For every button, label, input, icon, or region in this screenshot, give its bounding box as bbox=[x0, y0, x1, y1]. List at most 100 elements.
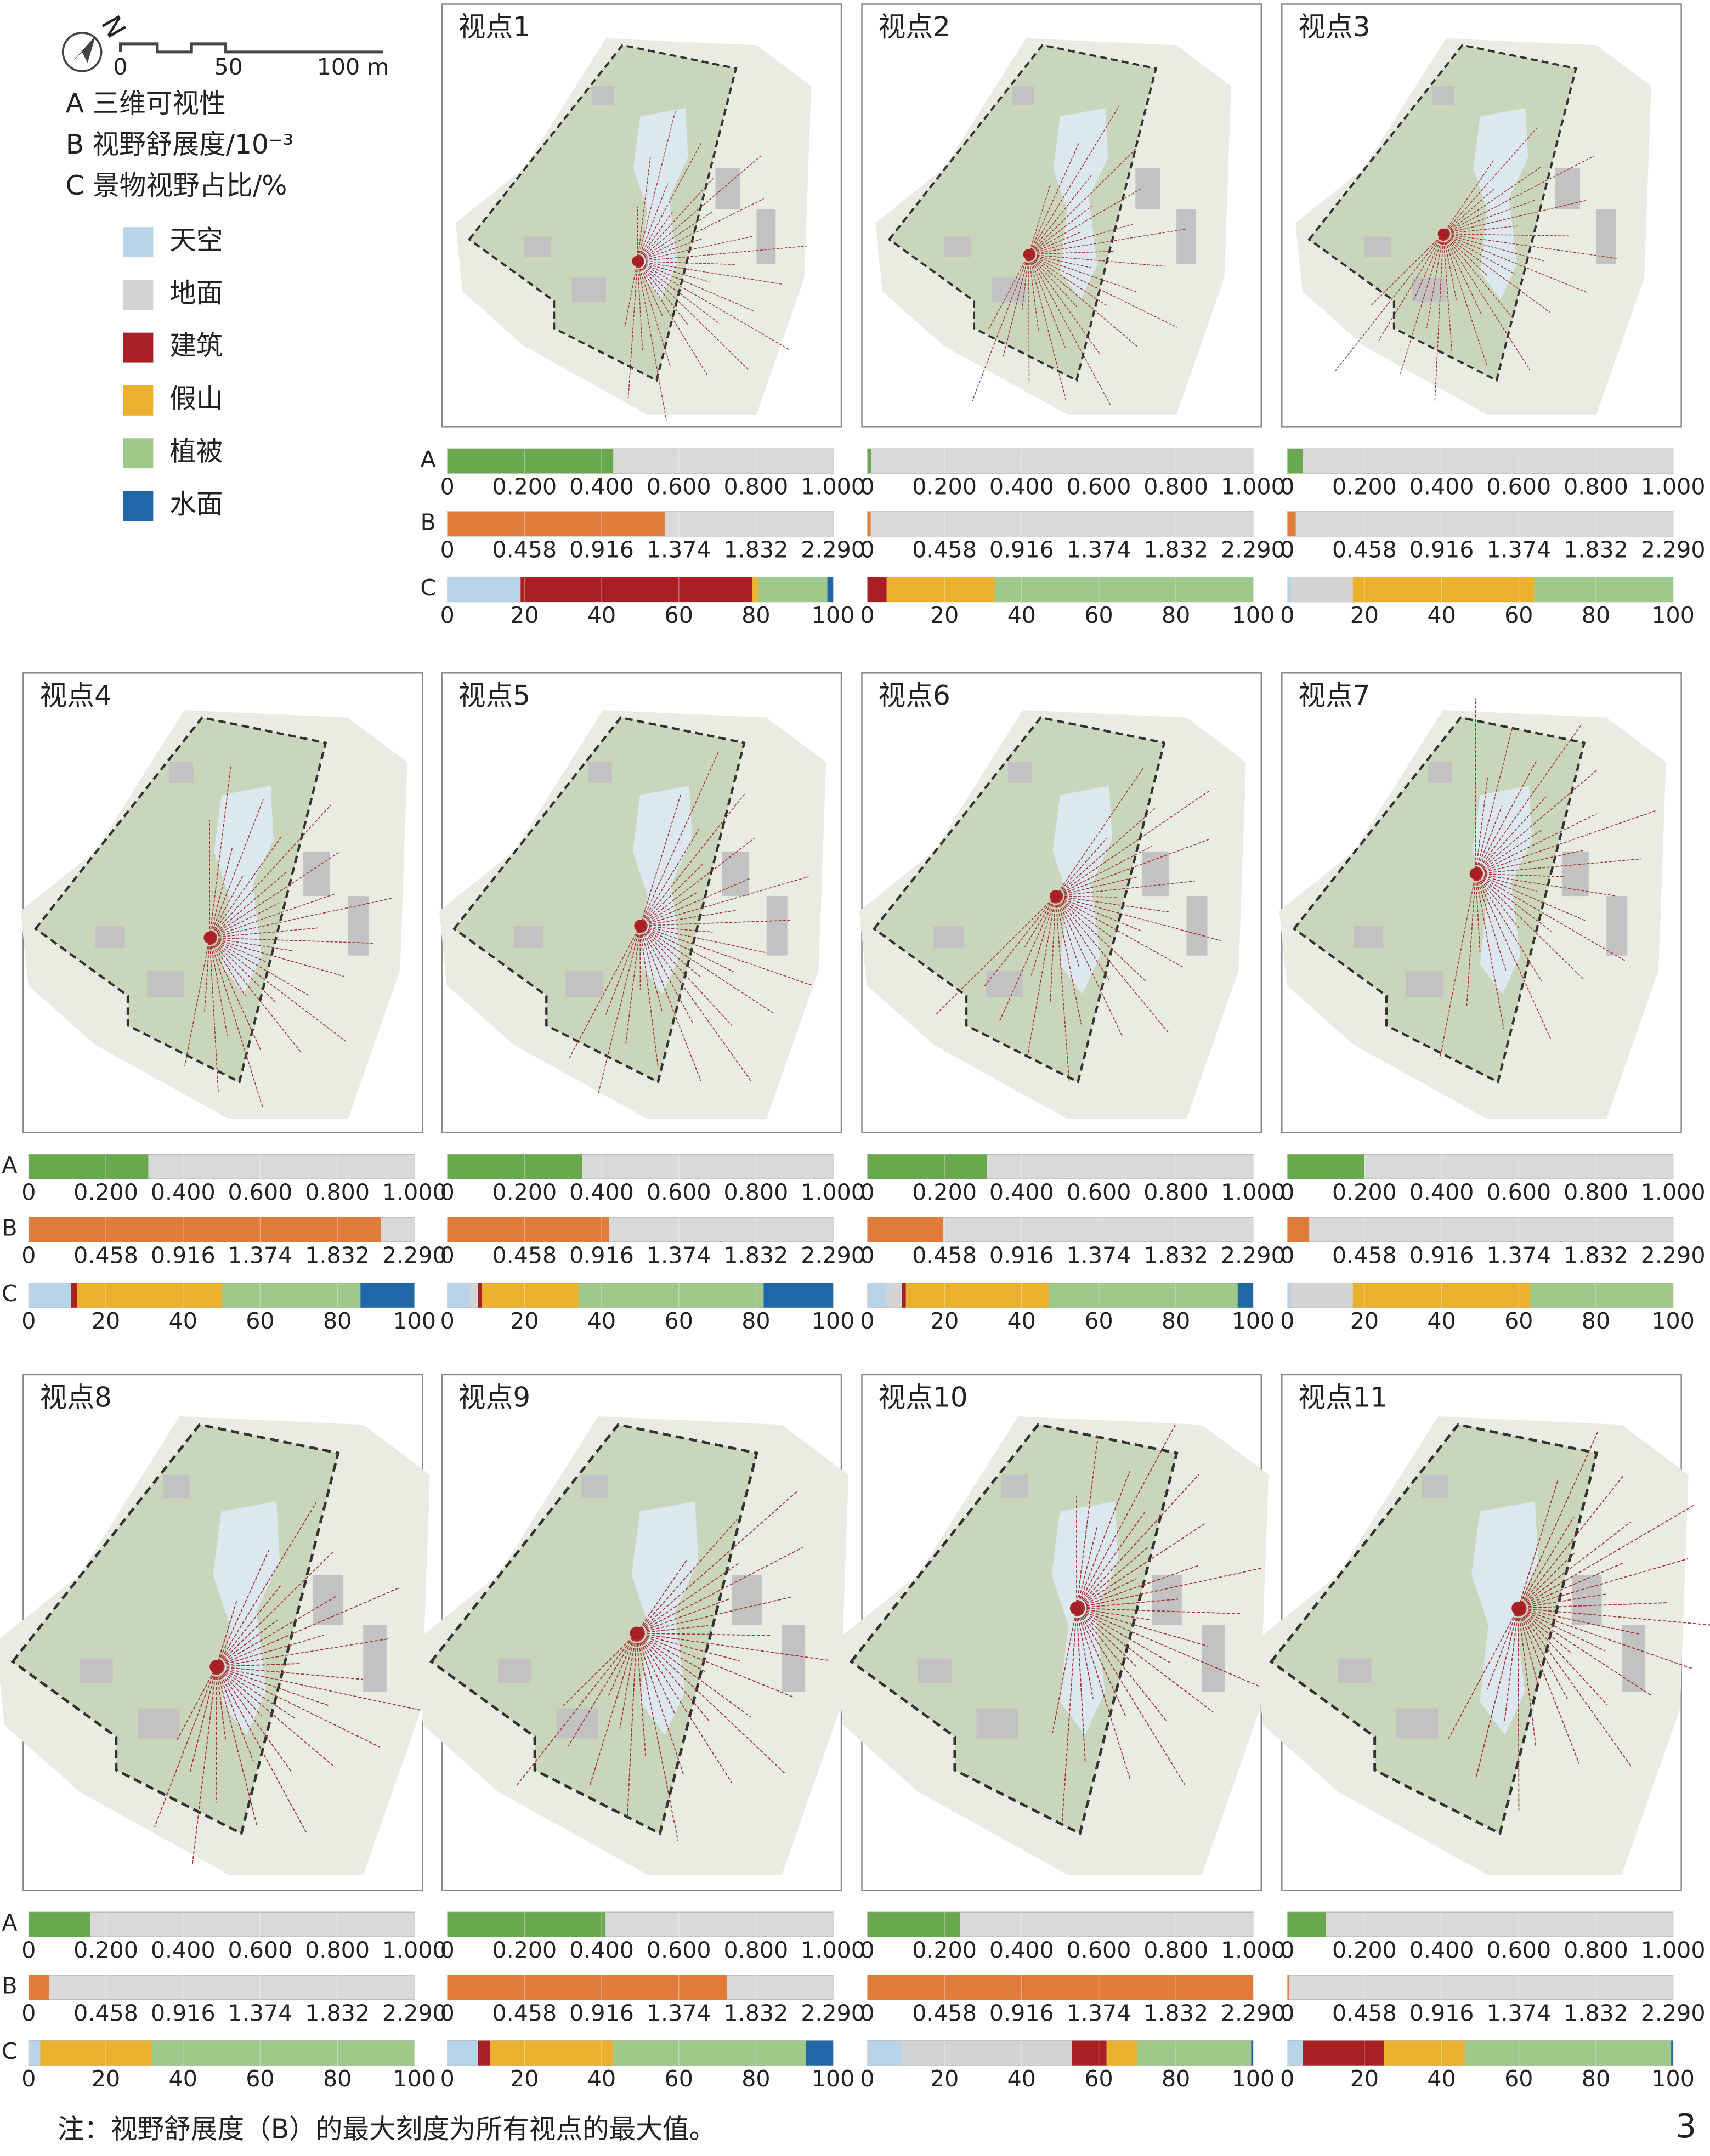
x-tick-label: 60 bbox=[246, 2066, 274, 2092]
bar-segment bbox=[1137, 2040, 1252, 2066]
bar-segment bbox=[29, 2040, 41, 2066]
boundary bbox=[849, 1423, 1179, 1836]
sight-line bbox=[636, 1632, 707, 1673]
x-tick-label: 100 bbox=[812, 602, 855, 628]
sight-line bbox=[1443, 233, 1551, 313]
bar bbox=[447, 1912, 606, 1937]
sight-line bbox=[1028, 254, 1039, 332]
sight-line bbox=[216, 1550, 335, 1667]
bar-segment bbox=[1251, 2040, 1253, 2066]
x-tick-label: 0.600 bbox=[228, 1937, 293, 1964]
scale-label: 0 bbox=[113, 54, 127, 80]
sight-line bbox=[1475, 873, 1537, 892]
x-tick-label: 1.374 bbox=[647, 1242, 711, 1268]
x-tick-label: 0.600 bbox=[1486, 474, 1551, 500]
x-tick-label: 0.458 bbox=[1332, 1242, 1397, 1268]
x-tick-label: 1.832 bbox=[1564, 2000, 1628, 2026]
lake bbox=[632, 786, 693, 995]
x-tick-label: 0 bbox=[1280, 2066, 1294, 2092]
bar-segment bbox=[867, 1283, 887, 1308]
x-tick-label: 0.916 bbox=[989, 2000, 1054, 2026]
x-tick-label: 0.200 bbox=[492, 1179, 557, 1206]
x-tick-label: 0.400 bbox=[151, 1937, 216, 1964]
building-footprint bbox=[1142, 851, 1169, 897]
sight-line bbox=[1055, 895, 1221, 941]
sight-line bbox=[637, 211, 673, 262]
x-tick-label: 0.916 bbox=[151, 1242, 216, 1268]
x-tick-label: 40 bbox=[587, 1308, 616, 1334]
bar-segment bbox=[71, 1283, 77, 1308]
building-footprint bbox=[944, 236, 972, 257]
sight-line bbox=[209, 847, 233, 938]
sight-line bbox=[1475, 873, 1627, 962]
sight-line bbox=[640, 910, 736, 927]
x-tick-label: 1.374 bbox=[1067, 536, 1131, 563]
boundary bbox=[872, 716, 1166, 1084]
building-footprint bbox=[313, 1575, 343, 1625]
panel-title: 视点3 bbox=[1298, 11, 1370, 43]
x-tick-label: 0 bbox=[21, 1179, 36, 1206]
x-tick-label: 0.200 bbox=[912, 1179, 977, 1206]
panel-title: 视点5 bbox=[458, 680, 530, 712]
bar-segment bbox=[1237, 1283, 1253, 1308]
x-tick-label: 1.000 bbox=[1641, 474, 1706, 500]
viewpoint-panel: 视点10 0 0.200 0.400 0.600 0.800 1.000 0 0.458 0.91… bbox=[834, 1374, 1286, 2092]
sight-line bbox=[209, 937, 294, 952]
sight-line bbox=[637, 110, 676, 262]
x-tick-label: 60 bbox=[665, 2066, 693, 2092]
row-label: C bbox=[420, 575, 436, 601]
x-tick-label: 20 bbox=[510, 2066, 539, 2092]
sight-line bbox=[1076, 1608, 1151, 1621]
x-tick-label: 2.290 bbox=[801, 536, 865, 563]
sight-line bbox=[209, 927, 318, 938]
viewpoint-panel: 视点9 0 0.200 0.400 0.600 0.800 1.000 0 0.458 0.916… bbox=[414, 1374, 865, 2092]
bar-segment bbox=[470, 1283, 478, 1308]
x-tick-label: 0.400 bbox=[1409, 474, 1474, 500]
bar-segment bbox=[578, 1283, 764, 1308]
bar-segment bbox=[447, 577, 521, 602]
bar-segment bbox=[490, 2040, 614, 2066]
x-tick-label: 0 bbox=[1280, 1937, 1294, 1964]
panel-title: 视点8 bbox=[39, 1381, 111, 1413]
boundary bbox=[1292, 716, 1586, 1084]
bar bbox=[1287, 1975, 1289, 2000]
x-tick-label: 0.916 bbox=[151, 2000, 216, 2026]
bar bbox=[1287, 511, 1296, 536]
x-tick-label: 0 bbox=[440, 1242, 455, 1268]
x-tick-label: 40 bbox=[587, 602, 616, 628]
x-tick-label: 0.800 bbox=[724, 1179, 789, 1206]
building-footprint bbox=[581, 1474, 609, 1499]
sight-line bbox=[1055, 790, 1211, 897]
x-tick-label: 1.832 bbox=[1564, 536, 1628, 563]
bar-segment bbox=[478, 1283, 482, 1308]
x-tick-label: 0.600 bbox=[647, 474, 711, 500]
bar bbox=[1287, 1217, 1310, 1242]
bar bbox=[867, 1912, 960, 1937]
x-tick-label: 2.290 bbox=[1641, 1242, 1706, 1268]
sight-line bbox=[1518, 1608, 1632, 1766]
bar-track bbox=[28, 1911, 415, 1937]
sight-line bbox=[209, 937, 346, 1042]
sight-line bbox=[1475, 724, 1582, 874]
sight-line bbox=[1442, 234, 1531, 371]
page-number: 3 bbox=[1675, 2107, 1696, 2146]
x-tick-label: 0.800 bbox=[305, 1179, 370, 1206]
bar bbox=[29, 1975, 49, 2000]
x-tick-label: 0.400 bbox=[1409, 1937, 1474, 1964]
x-tick-label: 1.374 bbox=[228, 2000, 293, 2026]
x-tick-label: 1.000 bbox=[1641, 1937, 1706, 1964]
sight-line bbox=[639, 925, 766, 953]
x-tick-label: 0.400 bbox=[989, 1179, 1054, 1206]
building-footprint bbox=[592, 86, 614, 106]
x-tick-label: 60 bbox=[246, 1308, 274, 1334]
sight-line bbox=[516, 1633, 637, 1786]
site-map bbox=[1279, 698, 1666, 1119]
x-tick-label: 0.200 bbox=[492, 1937, 557, 1964]
bar-segment bbox=[886, 577, 995, 602]
panel-title: 视点2 bbox=[878, 11, 950, 43]
north-label: N bbox=[95, 10, 132, 43]
sight-line bbox=[1442, 234, 1453, 351]
x-tick-label: 1.374 bbox=[647, 2000, 711, 2026]
sight-line bbox=[1028, 254, 1067, 401]
